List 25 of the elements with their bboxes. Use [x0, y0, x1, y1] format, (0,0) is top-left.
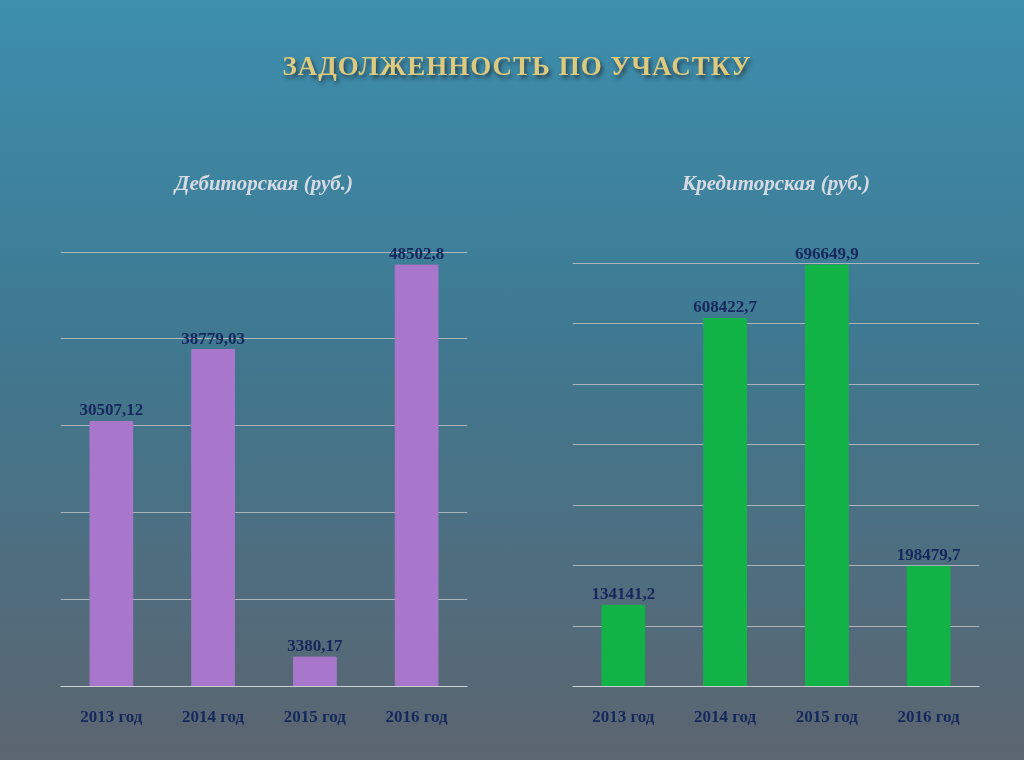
text: ЗАДОЛЖЕННОСТЬ ПО УЧАСТКУ	[282, 50, 752, 83]
bar	[394, 264, 439, 687]
x-tick-label: 2016 год	[897, 706, 961, 726]
bar	[191, 349, 235, 687]
x-tick-label: 2015 год	[283, 706, 347, 726]
data-label: 30507,12	[79, 400, 144, 420]
x-tick-label: 2016 год	[385, 706, 449, 726]
bar	[906, 565, 951, 687]
x-tick-label: 2014 год	[694, 706, 757, 726]
data-label: 134141,2	[591, 584, 656, 604]
bar	[601, 604, 646, 687]
x-tick-label: 2014 год	[182, 706, 245, 726]
data-label: 198479,7	[896, 545, 961, 565]
data-label: 608422,7	[693, 297, 758, 317]
bar	[703, 317, 747, 687]
x-tick-label: 2013 год	[592, 706, 655, 726]
chart-title: Дебиторская (руб.)	[173, 170, 353, 195]
x-tick-label: 2013 год	[80, 706, 143, 726]
data-label: 3380,17	[287, 636, 343, 656]
bar	[89, 420, 134, 687]
chart-title: Кредиторская (руб.)	[681, 170, 870, 195]
bar	[293, 656, 337, 687]
bar	[805, 264, 849, 687]
data-label: 696649,9	[795, 244, 859, 264]
x-tick-label: 2015 год	[795, 706, 859, 726]
